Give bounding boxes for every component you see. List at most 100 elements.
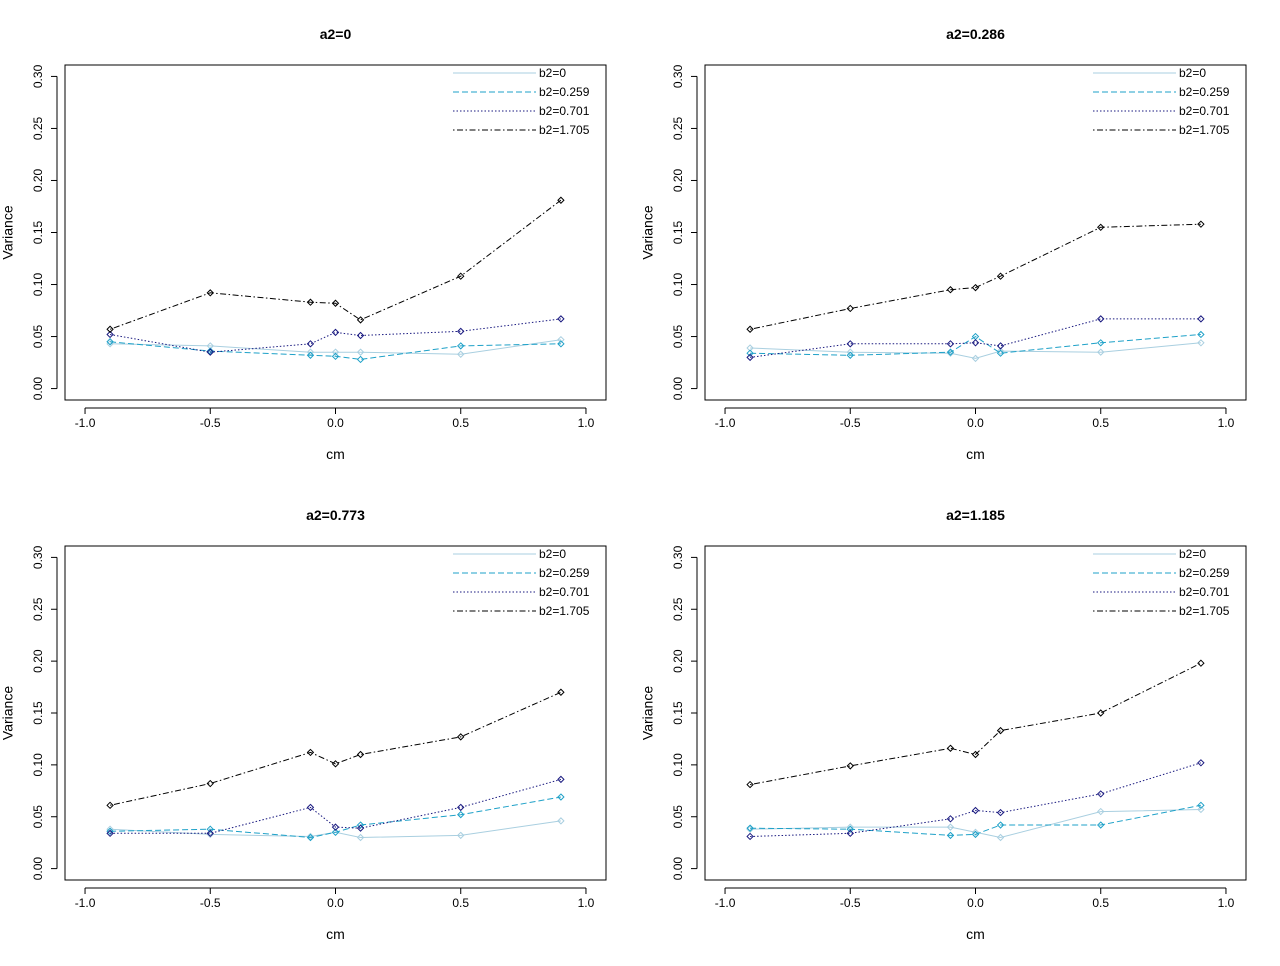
series-3 [106,775,565,838]
data-point [331,328,340,337]
series-2 [106,793,565,842]
data-point [457,342,465,350]
series-line [750,334,1201,356]
legend-entry: b2=0 [539,547,566,561]
data-point [106,330,114,339]
chart-panel-4: a2=1.185 -1.0 -0.5 0.0 0.5 1.0 cm 0.00 0.05 0.10 0… [640,507,1247,942]
series-line [110,341,561,360]
series-line [109,199,562,330]
data-point [846,304,854,313]
data-point [996,821,1005,829]
y-tick-label: 0.30 [671,64,685,88]
y-tick-label: 0.20 [671,168,685,192]
data-point [206,829,214,838]
legend-entry: b2=0 [1179,66,1206,80]
x-tick-label: 1.0 [1218,896,1235,910]
chart-title: a2=0 [320,26,352,42]
data-point [306,351,315,359]
data-point [106,801,114,810]
legend-entry: b2=0.259 [1179,85,1230,99]
data-point [331,352,340,361]
plot-frame [704,64,1247,401]
data-point [557,817,565,825]
y-tick-label: 0.05 [31,325,45,349]
data-point [557,793,565,801]
y-tick-label: 0.15 [31,220,45,244]
data-point [557,688,565,696]
data-point [106,325,114,333]
legend-entry: b2=0.259 [539,566,590,580]
data-point [206,779,214,788]
legend-entry: b2=0.259 [539,85,590,99]
data-point [457,831,465,840]
data-point [746,832,754,841]
data-point [356,833,365,842]
data-point [971,806,980,815]
series-2 [746,801,1205,840]
series-line [750,809,1201,839]
data-point [996,272,1005,280]
y-tick-label: 0.25 [31,116,45,140]
y-tick-label: 0.00 [671,857,685,881]
y-tick-label: 0.30 [671,545,685,569]
data-point [846,829,854,838]
x-tick-label: 0.5 [1092,896,1109,910]
y-tick-label: 0.00 [31,857,45,881]
legend-entry: b2=1.705 [1179,123,1230,137]
x-tick-label: -0.5 [200,416,221,430]
x-tick-label: 0.5 [452,416,469,430]
chart-title: a2=1.185 [946,507,1005,523]
series-line [110,339,561,355]
chart-panel-2: a2=0.286 -1.0 -0.5 0.0 0.5 1.0 cm 0.00 0.05 0.10 0… [640,26,1247,462]
data-point [996,349,1005,357]
data-point [1097,709,1105,717]
data-point [1197,315,1205,323]
data-point [1097,348,1105,356]
y-axis-label: Variance [0,205,16,259]
legend-entry: b2=0.701 [1179,585,1230,599]
data-point [457,810,465,819]
data-point [1097,339,1105,347]
y-tick-label: 0.30 [31,64,45,88]
data-point [971,283,980,292]
data-point [946,744,955,752]
data-point [457,733,465,741]
legend: b2=0 b2=0.259 b2=0.701 b2=1.705 [453,547,590,618]
y-tick-label: 0.05 [671,325,685,349]
data-point [557,775,565,784]
series-line [750,318,1201,358]
y-tick-label: 0.15 [671,701,685,725]
data-point [746,349,754,357]
series-4 [106,688,565,810]
data-point [306,803,315,812]
data-point [306,748,315,757]
y-tick-label: 0.10 [31,753,45,777]
data-point [1197,330,1205,339]
series-4 [746,220,1205,333]
series-line [110,778,562,834]
data-point [971,750,980,759]
series-line [749,223,1201,330]
data-point [306,832,315,841]
series-line [750,804,1201,836]
data-point [1197,659,1205,667]
y-tick-label: 0.20 [31,649,45,673]
plot-frame [64,64,607,401]
x-tick-label: 0.5 [1092,416,1109,430]
legend: b2=0 b2=0.259 b2=0.701 b2=1.705 [453,66,590,137]
data-point [846,340,854,348]
legend-entry: b2=0.259 [1179,566,1230,580]
data-point [356,355,365,364]
data-point [306,298,315,306]
data-point [946,340,955,348]
series-3 [746,759,1205,841]
series-2 [746,330,1205,359]
data-point [106,338,114,346]
series-2 [106,338,565,364]
data-point [846,825,854,833]
y-tick-label: 0.10 [31,273,45,297]
legend-entry: b2=0 [539,66,566,80]
data-point [356,331,365,340]
data-point [996,347,1005,355]
